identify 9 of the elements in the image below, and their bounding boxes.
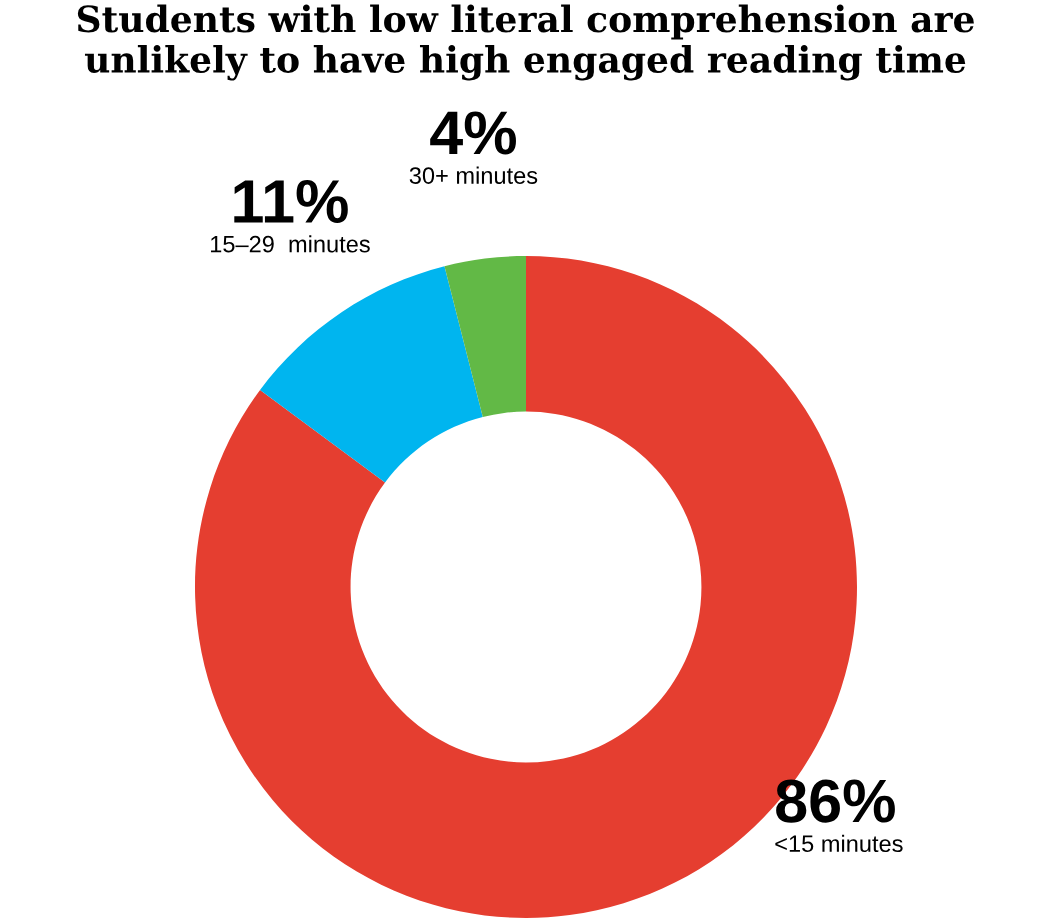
- donut-slice: [260, 266, 483, 483]
- slice-label: 30+ minutes: [409, 166, 538, 184]
- slice-label: <15 minutes: [775, 834, 903, 853]
- chart-title: Students with low literal comprehension are unlikely to have high engaged reading time: [77, 4, 974, 81]
- slice-label: 15–29 minutes: [211, 235, 370, 253]
- data-label: 11%: [234, 179, 348, 223]
- data-label: 86%: [776, 779, 895, 823]
- data-label: 4%: [430, 111, 516, 155]
- donut-slice: [444, 256, 526, 417]
